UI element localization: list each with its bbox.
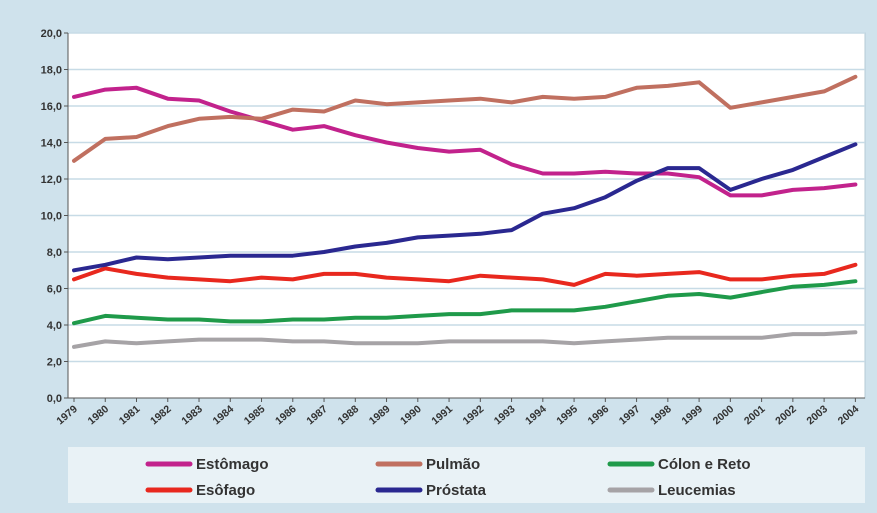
y-tick-label: 10,0 xyxy=(41,211,62,223)
legend-label: Leucemias xyxy=(658,482,736,499)
y-tick-label: 8,0 xyxy=(47,247,62,259)
y-tick-label: 18,0 xyxy=(41,65,62,77)
series-line-pr-stata xyxy=(72,142,858,273)
legend: Estômago Pulmão Cólon e Reto Esôfago Próstat… xyxy=(145,456,751,499)
y-tick-label: 2,0 xyxy=(47,357,62,369)
y-tick-label: 12,0 xyxy=(41,174,62,186)
series-line-es-fago xyxy=(72,262,858,287)
series-line-est-mago xyxy=(72,85,858,198)
series-line-leucemias xyxy=(72,330,858,349)
legend-box xyxy=(68,447,865,503)
legend-label: Esôfago xyxy=(196,482,255,499)
series-lines xyxy=(72,74,858,349)
gridlines xyxy=(68,32,865,363)
y-tick-label: 20,0 xyxy=(41,28,62,40)
legend-label: Próstata xyxy=(426,482,487,499)
y-tick-label: 0,0 xyxy=(47,393,62,405)
legend-label: Estômago xyxy=(196,456,269,473)
legend-label: Cólon e Reto xyxy=(658,456,751,473)
y-tick-label: 16,0 xyxy=(41,101,62,113)
y-tick-label: 4,0 xyxy=(47,320,62,332)
y-tick-label: 6,0 xyxy=(47,284,62,296)
y-tick-label: 14,0 xyxy=(41,138,62,150)
series-line-pulm-o xyxy=(72,74,858,163)
legend-label: Pulmão xyxy=(426,456,480,473)
series-line-c-lon-e-reto xyxy=(72,279,858,326)
